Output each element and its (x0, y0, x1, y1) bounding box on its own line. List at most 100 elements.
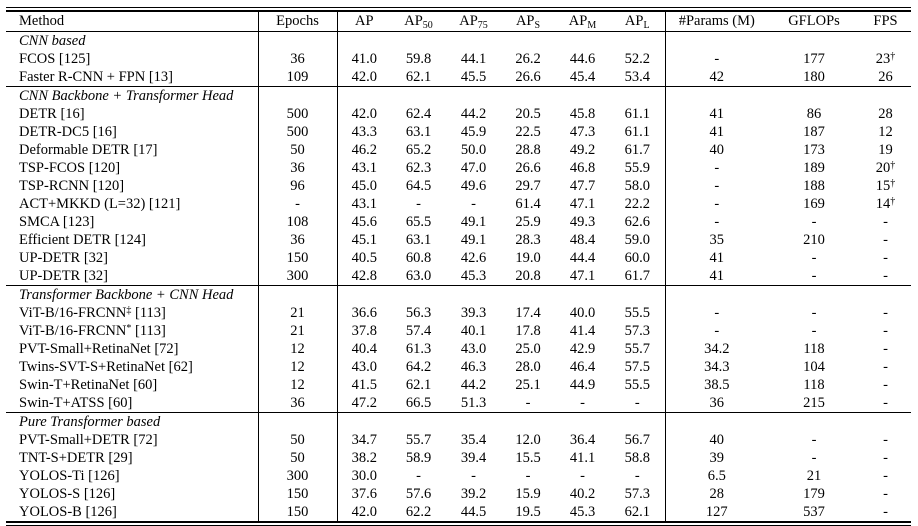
params-cell: - (714, 51, 720, 67)
ap-m-cell: 46.8 (569, 160, 596, 176)
ap-l-cell: 57.5 (610, 358, 666, 376)
table-row: PVT-Small+RetinaNet [72] 12 40.4 61.3 43.0 25… (6, 340, 911, 358)
section-row: CNN based (6, 31, 911, 50)
empty-cell (337, 412, 391, 431)
ap50-cell: 56.3 (405, 305, 432, 321)
empty-cell (555, 412, 610, 431)
params-cell: 41 (709, 250, 725, 266)
ap75-cell: 35.4 (460, 432, 487, 448)
empty-cell (665, 31, 768, 50)
ap-m-cell: 44.4 (569, 250, 596, 266)
table-row: ViT-B/16-FRCNN* [113] 21 37.8 57.4 40.1 17.8 4… (6, 322, 911, 340)
ap-s-cell: 20.8 (515, 268, 541, 284)
epochs-cell: 21 (258, 304, 338, 322)
ap-cell: 42.0 (351, 106, 377, 122)
ap-m-cell: 44.9 (569, 377, 596, 393)
ap-m-cell: 45.3 (569, 504, 596, 520)
epochs-cell: 300 (258, 467, 338, 485)
method-cell: TSP-RCNN [120] (6, 177, 259, 195)
fps-cell: - (883, 359, 888, 375)
top-rule-inner (6, 10, 911, 12)
params-cell: 40 (709, 432, 725, 448)
gflops-cell: 86 (806, 106, 822, 122)
fps-cell: - (883, 323, 888, 339)
params-cell: 41 (709, 124, 725, 140)
empty-cell (337, 86, 391, 105)
top-rule-outer (6, 7, 911, 8)
gflops-cell: 118 (803, 341, 825, 357)
table-row: YOLOS-Ti [126] 300 30.0 - - - - - 6.5 21 - (6, 467, 911, 485)
method-cell: DETR-DC5 [16] (6, 123, 259, 141)
ap50-cell: 62.1 (405, 377, 432, 393)
epochs-cell: 21 (258, 322, 338, 340)
fps-cell: 15† (875, 178, 896, 194)
method-cell: YOLOS-S [126] (6, 485, 259, 503)
params-cell: 36 (709, 395, 725, 411)
ap-l-cell: 53.4 (610, 68, 666, 87)
ap50-cell: 63.0 (405, 268, 432, 284)
fps-cell: 23† (875, 51, 896, 67)
fps-cell: 19 (878, 142, 893, 158)
ap-m-cell: 47.1 (569, 268, 596, 284)
ap-m-cell: 36.4 (569, 432, 596, 448)
method-cell: UP-DETR [32] (6, 249, 259, 267)
col-header-fps: FPS (860, 12, 911, 32)
ap75-cell: - (471, 468, 476, 484)
params-cell: - (714, 160, 720, 176)
method-cell: ViT-B/16-FRCNN‡ [113] (6, 304, 259, 322)
ap50-cell: 62.4 (405, 106, 432, 122)
fps-cell: - (883, 468, 888, 484)
gflops-cell: 537 (803, 504, 825, 520)
params-cell: 41 (709, 106, 725, 122)
col-header-ap: AP (337, 12, 391, 32)
empty-cell (501, 31, 555, 50)
ap-s-cell: 25.1 (515, 377, 541, 393)
ap75-cell: 47.0 (460, 160, 487, 176)
ap-m-cell: 45.4 (569, 69, 596, 85)
ap-s-cell: 15.5 (515, 450, 541, 466)
method-cell: Faster R-CNN + FPN [13] (6, 68, 259, 87)
method-cell: Efficient DETR [124] (6, 231, 259, 249)
empty-cell (501, 412, 555, 431)
gflops-cell: 21 (806, 468, 822, 484)
ap-l-cell: 61.7 (610, 141, 666, 159)
gflops-cell: 118 (803, 377, 825, 393)
ap-l-cell: 22.2 (610, 195, 666, 213)
ap-cell: 40.4 (351, 341, 377, 357)
params-cell: - (714, 214, 720, 230)
epochs-cell: 50 (258, 449, 338, 467)
ap50-cell: 57.6 (405, 486, 432, 502)
gflops-cell: - (811, 214, 817, 230)
table-row: FCOS [125] 36 41.0 59.8 44.1 26.2 44.6 52.2 - 177… (6, 50, 911, 68)
ap-l-cell: 55.5 (610, 304, 666, 322)
ap-s-cell: 25.9 (515, 214, 541, 230)
ap75-cell: 39.2 (460, 486, 487, 502)
ap-cell: 37.8 (351, 323, 377, 339)
ap-s-cell: - (525, 468, 531, 484)
ap-s-cell: 20.5 (515, 106, 541, 122)
params-cell: - (714, 178, 720, 194)
gflops-cell: 188 (803, 178, 825, 194)
method-cell: YOLOS-Ti [126] (6, 467, 259, 485)
fps-cell: 14† (875, 196, 896, 212)
empty-cell (860, 86, 911, 105)
fps-cell: 28 (878, 106, 893, 122)
ap-l-cell: - (610, 467, 666, 485)
gflops-cell: 189 (803, 160, 825, 176)
ap75-cell: 44.1 (460, 51, 487, 67)
epochs-cell: 50 (258, 431, 338, 449)
ap75-cell: 42.6 (460, 250, 487, 266)
epochs-cell: 500 (258, 105, 338, 123)
ap75-cell: - (471, 196, 476, 212)
ap50-cell: 59.8 (405, 51, 432, 67)
col-header-ap-m: APM (555, 12, 610, 32)
detection-results-table: Method Epochs AP AP50 AP75 APS APM APL #Params (… (6, 12, 911, 521)
col-header-params: #Params (M) (665, 12, 768, 32)
section-label: CNN based (6, 31, 259, 50)
empty-cell (665, 285, 768, 304)
ap50-cell: 62.3 (405, 160, 432, 176)
gflops-cell: 177 (803, 51, 825, 67)
ap-l-cell: 61.1 (610, 105, 666, 123)
epochs-cell: 12 (258, 358, 338, 376)
ap-l-cell: 62.6 (610, 213, 666, 231)
